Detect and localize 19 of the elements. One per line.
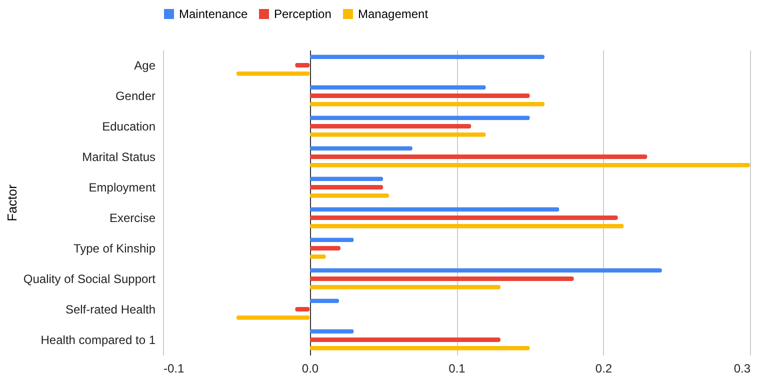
x-tick-label: 0.3 <box>734 362 751 376</box>
x-tick-label: 0.2 <box>595 362 612 376</box>
y-tick-label: Age <box>134 58 156 72</box>
y-tick-label: Type of Kinship <box>73 241 156 256</box>
x-tick-label: 0.1 <box>448 362 466 376</box>
y-tick-label: Exercise <box>109 210 156 225</box>
y-tick-label: Quality of Social Support <box>23 272 156 286</box>
y-tick-label: Employment <box>88 180 156 194</box>
x-tick-label: -0.1 <box>164 362 185 376</box>
x-tick-label: 0.0 <box>302 362 319 376</box>
y-tick-label: Self-rated Health <box>65 302 156 316</box>
legend-label: Management <box>358 7 429 21</box>
y-tick-label: Marital Status <box>82 150 156 164</box>
y-tick-label: Health compared to 1 <box>40 332 156 347</box>
y-tick-label: Education <box>102 119 156 134</box>
y-tick-label: Gender <box>115 88 156 103</box>
legend-label: Maintenance <box>179 7 248 21</box>
legend-label: Perception <box>274 7 332 21</box>
y-axis-title: Factor <box>4 184 20 222</box>
